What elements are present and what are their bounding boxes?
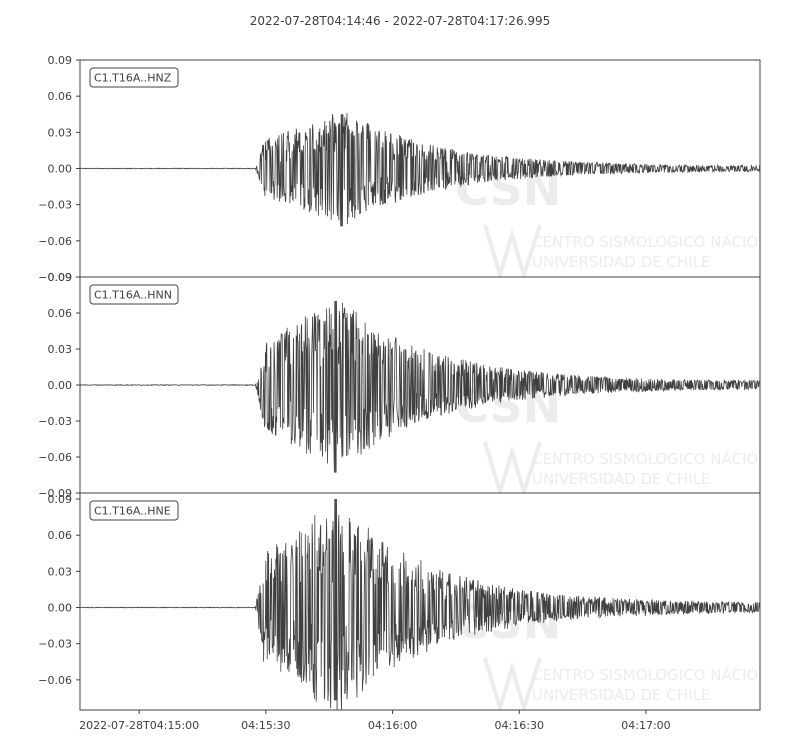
y-tick-label: 0.06 [48, 529, 73, 542]
channel-label-box [89, 67, 179, 88]
y-tick-label: 0.09 [48, 54, 73, 67]
watermark-line-2: UNIVERSIDAD DE CHILE [532, 686, 710, 704]
channel-label-text: C1.T16A..HNN [94, 289, 172, 302]
y-tick-label: 0.09 [48, 493, 73, 506]
chart-title: 2022-07-28T04:14:46 - 2022-07-28T04:17:2… [250, 14, 551, 28]
watermark-line-1: CENTRO SISMOLOGICO NACIONAL [532, 450, 789, 468]
waveform-trace [80, 499, 760, 710]
y-tick-label: −0.06 [38, 674, 72, 687]
y-tick-label: −0.03 [38, 638, 72, 651]
x-axis: 2022-07-28T04:15:00 04:15:30 04:16:00 04:16… [79, 710, 671, 732]
watermark-logo-mark [483, 657, 542, 710]
x-tick-label: 04:17:00 [621, 719, 670, 732]
channel-label-text: C1.T16A..HNZ [94, 72, 172, 85]
channel-label: C1.T16A..HNN [89, 284, 179, 305]
y-tick-label: 0.00 [48, 602, 73, 615]
y-tick-label: −0.09 [38, 487, 72, 500]
y-tick-label: 0.00 [48, 163, 73, 176]
channel-label: C1.T16A..HNZ [89, 67, 179, 88]
channel-label-box [89, 284, 179, 305]
y-tick-label: 0.06 [48, 90, 73, 103]
y-tick-label: −0.06 [38, 451, 72, 464]
waveform-trace [80, 300, 760, 473]
watermark-line-1: CENTRO SISMOLOGICO NACIONAL [532, 666, 789, 684]
waveform-trace [80, 113, 760, 227]
y-tick-label: −0.09 [38, 271, 72, 284]
panel-frame [79, 492, 761, 711]
x-tick-label: 2022-07-28T04:15:00 [79, 719, 199, 732]
watermark-line-2: UNIVERSIDAD DE CHILE [532, 253, 710, 271]
watermark-logo-mark [483, 224, 542, 277]
y-tick-label: 0.06 [48, 307, 73, 320]
y-tick-label: 0.00 [48, 379, 73, 392]
y-tick-label: 0.03 [48, 126, 73, 139]
y-tick-label: 0.03 [48, 343, 73, 356]
watermark-line-1: CENTRO SISMOLOGICO NACIONAL [532, 233, 789, 251]
x-tick-label: 04:16:00 [368, 719, 417, 732]
y-tick-label: 0.03 [48, 565, 73, 578]
watermark-logo-mark [483, 441, 542, 493]
channel-label-box [89, 500, 179, 521]
y-tick-label: −0.03 [38, 199, 72, 212]
channel-label: C1.T16A..HNE [89, 500, 179, 521]
x-tick-label: 04:16:30 [495, 719, 544, 732]
watermark-line-2: UNIVERSIDAD DE CHILE [532, 470, 710, 488]
y-tick-label: −0.06 [38, 235, 72, 248]
x-tick-label: 04:15:30 [241, 719, 290, 732]
y-tick-label: −0.03 [38, 415, 72, 428]
channel-label-text: C1.T16A..HNE [94, 505, 171, 518]
y-tick-label: 0.09 [48, 271, 73, 284]
